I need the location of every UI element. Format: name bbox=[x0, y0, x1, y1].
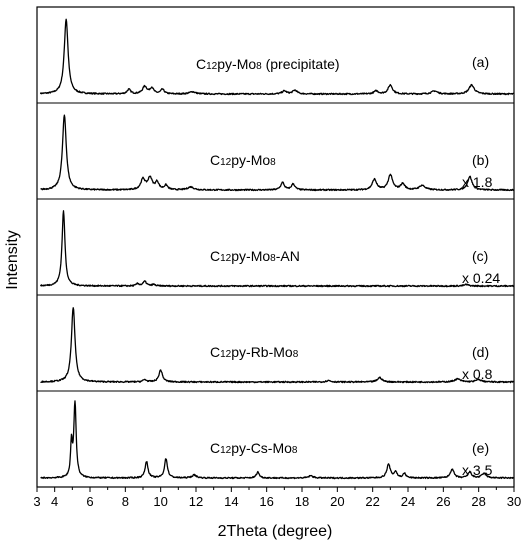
scale-factor-label: x 3.5 bbox=[462, 462, 493, 478]
series-label: C12py-Mo8-AN bbox=[210, 248, 300, 264]
x-tick-label: 18 bbox=[295, 494, 309, 509]
scale-factor-label: x 0.24 bbox=[462, 270, 500, 286]
series-label: C12py-Mo8 (precipitate) bbox=[196, 56, 340, 72]
panel-tag: (a) bbox=[472, 54, 489, 70]
x-tick-label: 26 bbox=[436, 494, 450, 509]
series-trace-c bbox=[39, 210, 515, 288]
x-tick-label: 10 bbox=[153, 494, 167, 509]
series-trace-b bbox=[40, 114, 514, 192]
series-label: C12py-Mo8 bbox=[210, 152, 276, 168]
chart-traces bbox=[39, 18, 515, 480]
series-label: C12py-Rb-Mo8 bbox=[210, 344, 299, 360]
x-tick-label: 4 bbox=[51, 494, 58, 509]
panel-tag: (d) bbox=[472, 344, 489, 360]
x-tick-label: 24 bbox=[401, 494, 415, 509]
x-axis-title: 2Theta (degree) bbox=[218, 523, 333, 540]
x-tick-label: 8 bbox=[122, 494, 129, 509]
scale-factor-label: x 0.8 bbox=[462, 366, 493, 382]
scale-factor-label: x 1.8 bbox=[462, 174, 493, 190]
series-trace-e bbox=[40, 400, 514, 480]
chart-frame bbox=[36, 6, 515, 488]
x-tick-label: 28 bbox=[471, 494, 485, 509]
x-tick-label: 16 bbox=[259, 494, 273, 509]
x-tick-label: 3 bbox=[33, 494, 40, 509]
chart-labels: C12py-Mo8 (precipitate) (a) C12py-Mo8 (b) x … bbox=[196, 54, 500, 478]
x-tick-label: 14 bbox=[224, 494, 238, 509]
x-tick-label: 6 bbox=[86, 494, 93, 509]
series-trace-a bbox=[39, 18, 514, 96]
x-tick-label: 12 bbox=[189, 494, 203, 509]
x-tick-label: 22 bbox=[365, 494, 379, 509]
series-label: C12py-Cs-Mo8 bbox=[210, 440, 298, 456]
plot-border bbox=[36, 6, 515, 488]
panel-tag: (c) bbox=[472, 248, 488, 264]
series-trace-d bbox=[40, 307, 515, 384]
x-axis-ticks: 3 4 6 8 10 12 14 16 18 20 22 24 26 28 30 bbox=[33, 487, 521, 509]
panel-tag: (b) bbox=[472, 152, 489, 168]
y-axis-title: Intensity bbox=[4, 230, 21, 290]
panel-tag: (e) bbox=[472, 440, 489, 456]
x-tick-label: 20 bbox=[330, 494, 344, 509]
x-tick-label: 30 bbox=[507, 494, 521, 509]
